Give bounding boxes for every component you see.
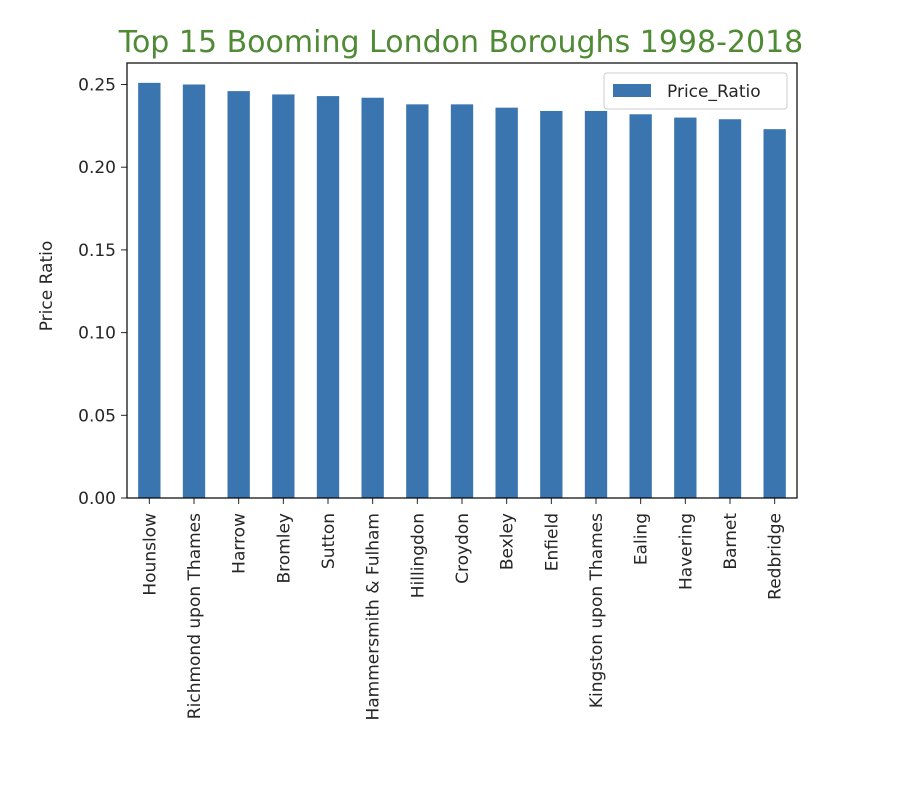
x-tick-label: Barnet [721,513,741,570]
x-tick-label: Hounslow [140,513,160,596]
x-tick-label: Bromley [274,513,294,583]
y-tick-label: 0.20 [78,158,116,178]
legend-swatch [613,84,651,97]
bar-hammersmith-fulham [361,97,384,499]
bar-ealing [629,114,652,498]
legend: Price_Ratio [603,72,788,110]
y-tick-label: 0.00 [78,489,116,509]
bar-hillingdon [406,104,429,499]
x-tick-label: Enfield [542,513,562,571]
y-tick-label: 0.15 [78,241,116,261]
x-tick-label: Richmond upon Thames [185,513,205,719]
x-axis-ticks: Hounslow Richmond upon Thames Harrow Bromle… [140,498,786,721]
y-tick-label: 0.05 [78,406,116,426]
bar-croydon [450,104,474,499]
bars [138,82,786,499]
bar-bromley [272,94,295,499]
y-axis-ticks: 0.00 0.05 0.10 0.15 0.20 0.25 [78,76,127,509]
x-tick-label: Hillingdon [408,513,428,598]
y-axis-label: Price Ratio [37,241,57,332]
x-tick-label: Hammersmith & Fulham [364,513,384,721]
bar-bexley [495,107,518,499]
x-tick-label: Croydon [453,513,473,584]
y-tick-label: 0.10 [78,324,116,344]
x-tick-label: Havering [676,513,696,590]
chart-title: Top 15 Booming London Boroughs 1998-2018 [118,25,804,60]
x-tick-label: Redbridge [766,513,786,600]
bar-havering [674,117,697,498]
bar-enfield [540,110,563,498]
bar-redbridge [763,129,786,498]
bar-harrow [227,91,250,499]
x-tick-label: Sutton [319,513,339,569]
bar-richmond-upon-thames [182,84,206,499]
x-tick-label: Kingston upon Thames [587,513,607,708]
x-tick-label: Bexley [498,513,518,570]
bar-barnet [718,119,742,498]
plot-frame [126,62,798,499]
y-tick-label: 0.25 [78,76,116,96]
x-tick-label: Ealing [632,513,652,565]
bar-hounslow [138,82,161,499]
x-tick-label: Harrow [230,513,250,574]
legend-label: Price_Ratio [667,82,761,102]
legend-box [603,72,788,110]
bar-sutton [316,96,340,499]
bar-kingston-upon-thames [584,110,608,498]
